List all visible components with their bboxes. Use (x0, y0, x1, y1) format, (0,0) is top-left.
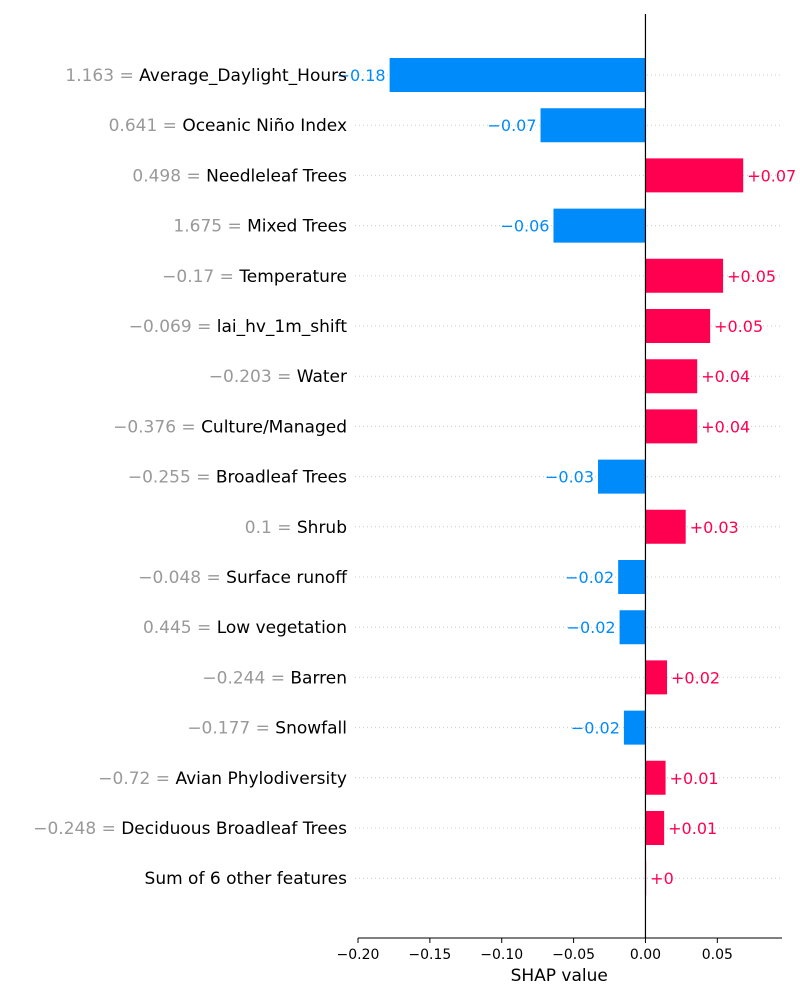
shap-bar (645, 811, 665, 845)
feature-label: Sum of 6 other features (145, 869, 348, 889)
feature-name: Water (297, 367, 347, 387)
shap-bar (389, 58, 646, 92)
feature-label: −0.376 = Culture/Managed (113, 417, 347, 437)
feature-label: −0.244 = Barren (202, 668, 347, 688)
bar-value-label: +0.04 (701, 367, 750, 386)
bar-value-label: +0.05 (727, 267, 776, 286)
shap-bar (645, 509, 686, 544)
feature-label: 0.641 = Oceanic Niño Index (109, 116, 347, 136)
feature-label: −0.069 = lai_hv_1m_shift (129, 317, 348, 337)
bar-value-label: +0.01 (668, 819, 717, 838)
x-tick-label: −0.05 (552, 947, 595, 963)
bar-value-label: +0.04 (701, 417, 750, 436)
feature-value: −0.248 = (33, 819, 121, 839)
feature-label: 1.163 = Average_Daylight_Hours (65, 66, 347, 86)
feature-value: 0.641 = (109, 116, 183, 136)
feature-name: Average_Daylight_Hours (139, 66, 347, 86)
feature-name: Mixed Trees (247, 217, 347, 237)
bar-value-label: +0.02 (671, 668, 720, 687)
x-tick-label: 0.05 (702, 947, 733, 963)
bar-value-label: +0.07 (747, 166, 796, 185)
feature-value: −0.203 = (209, 367, 297, 387)
bars: −0.18 −0.07 +0.07 −0.06 +0.05 +0.05 +0.04 +0.04… (337, 58, 796, 896)
feature-label: 0.1 = Shrub (245, 518, 347, 538)
feature-name: Low vegetation (217, 618, 347, 638)
x-tick-label: −0.15 (408, 947, 451, 963)
bar-value-label: +0.05 (714, 317, 763, 336)
x-axis-ticks: −0.20 −0.15 −0.10 −0.05 0.00 0.05 (337, 938, 733, 963)
bar-value-label: −0.06 (500, 217, 549, 236)
shap-bar (645, 258, 724, 293)
bar-value-label: −0.02 (567, 618, 616, 637)
feature-value: −0.048 = (138, 568, 226, 588)
feature-value: 0.1 = (245, 518, 297, 538)
feature-name: Temperature (238, 267, 347, 287)
shap-bar (645, 660, 668, 695)
feature-label: 0.498 = Needleleaf Trees (132, 166, 347, 186)
feature-value: −0.069 = (129, 317, 217, 337)
feature-name: Sum of 6 other features (145, 869, 348, 889)
bar-value-label: +0.01 (670, 769, 719, 788)
feature-name: Oceanic Niño Index (182, 116, 347, 136)
feature-label: −0.17 = Temperature (162, 267, 347, 287)
feature-labels: 1.163 = Average_Daylight_Hours 0.641 = Oc… (33, 66, 348, 889)
feature-value: −0.244 = (202, 668, 290, 688)
x-tick-label: 0.00 (630, 947, 661, 963)
feature-name: Needleleaf Trees (206, 166, 347, 186)
x-axis: −0.20 −0.15 −0.10 −0.05 0.00 0.05 SHAP value (337, 937, 782, 986)
feature-value: −0.255 = (128, 468, 216, 488)
shap-bar (619, 610, 646, 645)
feature-label: −0.248 = Deciduous Broadleaf Trees (33, 819, 347, 839)
shap-bar (645, 760, 666, 795)
feature-value: −0.17 = (162, 267, 239, 287)
shap-bar (645, 409, 698, 444)
shap-bar (645, 158, 744, 193)
shap-bar (645, 359, 698, 394)
shap-bar (540, 108, 646, 143)
feature-name: Culture/Managed (201, 417, 347, 437)
bar-value-label: −0.18 (337, 66, 386, 85)
shap-bar (623, 710, 646, 745)
feature-label: 0.445 = Low vegetation (143, 618, 347, 638)
shap-bar (598, 459, 646, 494)
bar-value-label: −0.03 (545, 468, 594, 487)
feature-name: Barren (290, 668, 347, 688)
x-axis-title: SHAP value (511, 966, 608, 986)
feature-value: −0.376 = (113, 417, 201, 437)
bar-value-label: −0.02 (571, 719, 620, 738)
bar-value-label: −0.02 (565, 568, 614, 587)
feature-name: Deciduous Broadleaf Trees (121, 819, 347, 839)
shap-bar (553, 208, 646, 243)
feature-value: −0.177 = (187, 719, 275, 739)
feature-label: −0.72 = Avian Phylodiversity (98, 769, 347, 789)
feature-name: lai_hv_1m_shift (217, 317, 348, 337)
feature-value: 0.445 = (143, 618, 217, 638)
feature-value: 1.675 = (173, 217, 247, 237)
feature-label: −0.048 = Surface runoff (138, 568, 348, 588)
feature-name: Avian Phylodiversity (175, 769, 347, 789)
feature-value: −0.72 = (98, 769, 175, 789)
feature-label: 1.675 = Mixed Trees (173, 217, 347, 237)
shap-bar (618, 560, 646, 594)
feature-value: 0.498 = (132, 166, 206, 186)
feature-name: Broadleaf Trees (216, 468, 347, 488)
bar-value-label: +0 (650, 869, 674, 888)
feature-name: Snowfall (275, 719, 347, 739)
feature-label: −0.203 = Water (209, 367, 347, 387)
bar-value-label: −0.07 (488, 116, 537, 135)
feature-label: −0.255 = Broadleaf Trees (128, 468, 347, 488)
feature-name: Surface runoff (226, 568, 348, 588)
shap-bar (645, 309, 711, 343)
feature-value: 1.163 = (65, 66, 139, 86)
feature-name: Shrub (297, 518, 347, 538)
bar-value-label: +0.03 (690, 518, 739, 537)
x-tick-label: −0.20 (337, 947, 380, 963)
feature-label: −0.177 = Snowfall (187, 719, 347, 739)
x-tick-label: −0.10 (480, 947, 523, 963)
